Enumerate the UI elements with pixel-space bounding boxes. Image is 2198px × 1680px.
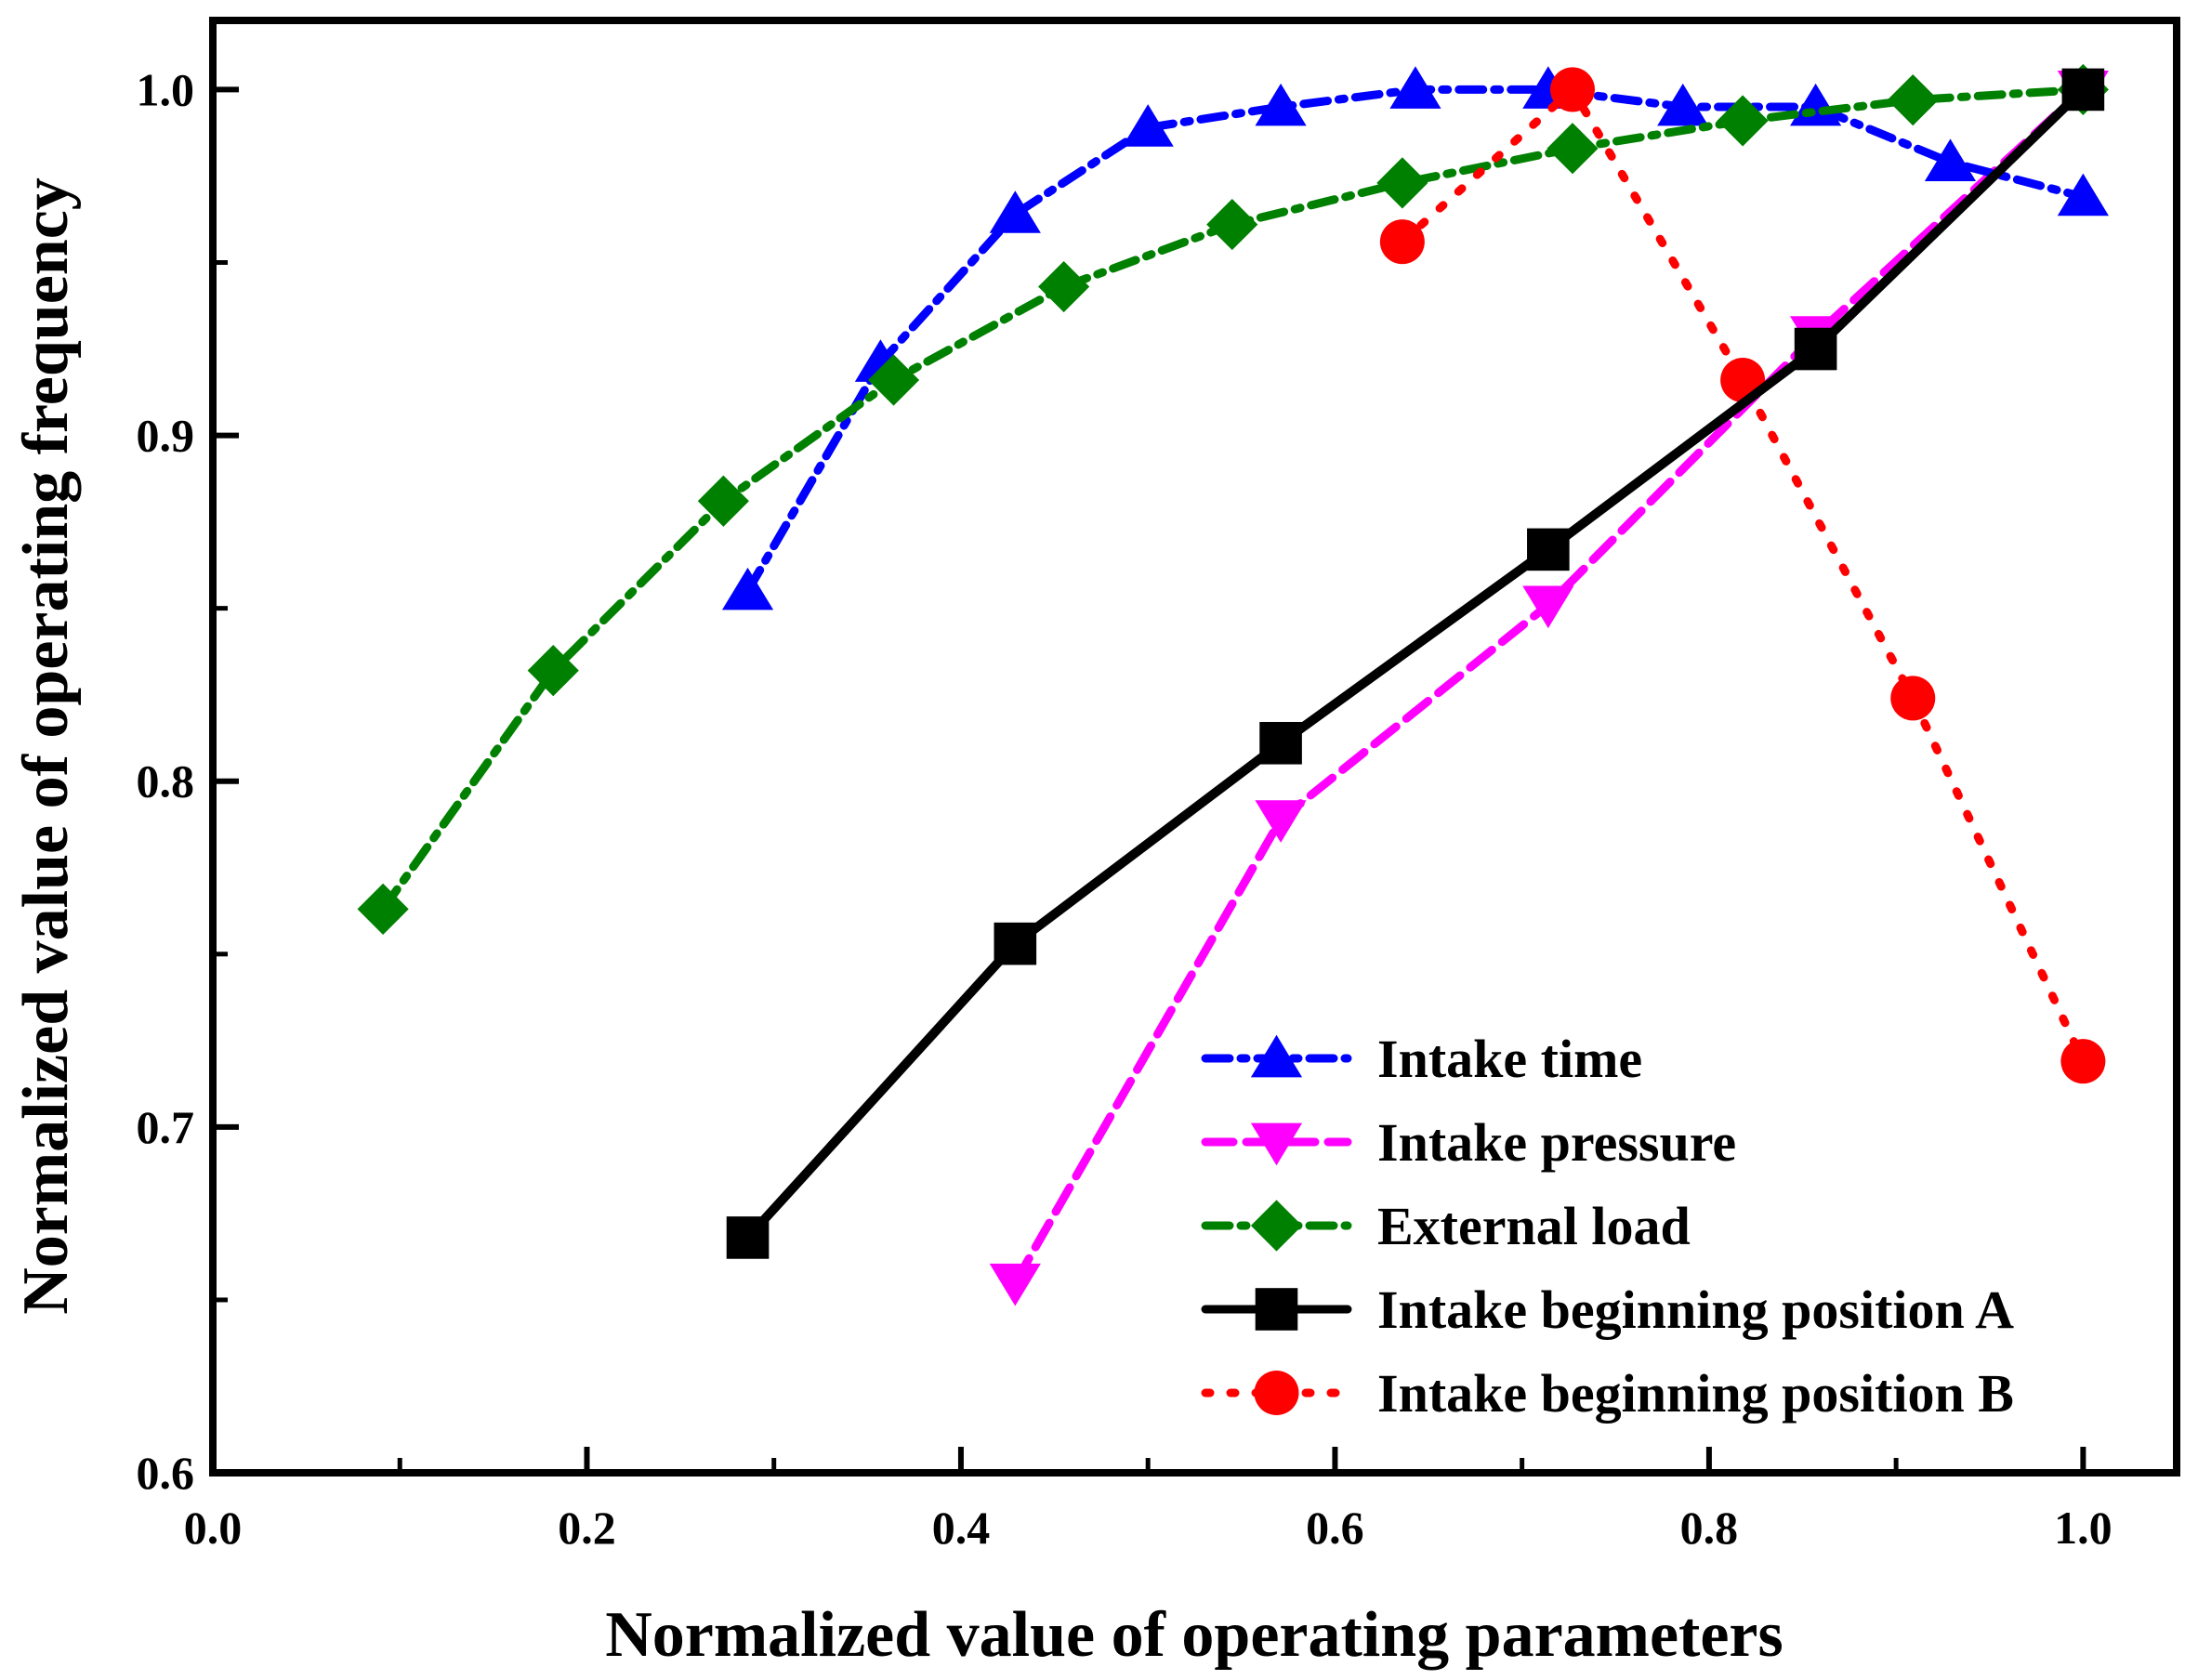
series-intake-time <box>721 66 2109 610</box>
x-tick-label: 0.6 <box>1306 1502 1364 1554</box>
plot-layer <box>357 63 2109 1306</box>
data-point-intake-time <box>1389 66 1441 109</box>
data-point-external-load <box>867 354 920 406</box>
series-external-load <box>357 63 2109 936</box>
data-point-intake-beginning-position-a <box>2061 68 2105 112</box>
data-point-intake-pressure <box>1522 585 1574 629</box>
data-point-intake-time <box>721 567 774 610</box>
legend-label: Intake beginning position B <box>1377 1363 2014 1424</box>
legend-marker <box>1255 1288 1298 1331</box>
legend-marker <box>1250 1122 1303 1166</box>
legend-marker <box>1250 1034 1303 1078</box>
legend-marker <box>1250 1200 1303 1252</box>
x-tick-label: 0.0 <box>184 1502 243 1554</box>
series-line-intake-beginning-position-a <box>743 85 2088 1242</box>
legend-label: Intake time <box>1377 1029 1642 1089</box>
legend-label: Intake beginning position A <box>1377 1280 2014 1340</box>
data-point-external-load <box>1376 157 1428 209</box>
data-point-external-load <box>1038 260 1090 313</box>
series-intake-beginning-position-b <box>1379 67 2106 1084</box>
x-tick-label: 0.8 <box>1680 1502 1739 1554</box>
x-tick-label: 1.0 <box>2054 1502 2112 1554</box>
y-tick-label: 0.6 <box>137 1447 195 1499</box>
data-point-intake-time <box>2057 173 2109 217</box>
data-point-intake-beginning-position-a <box>994 922 1037 965</box>
data-point-intake-beginning-position-b <box>2060 1039 2106 1084</box>
x-axis-title: Normalized value of operating parameters <box>605 1599 1783 1671</box>
data-point-intake-beginning-position-a <box>1794 327 1837 371</box>
data-point-intake-beginning-position-b <box>1379 219 1425 265</box>
y-tick-label: 0.9 <box>137 410 195 462</box>
data-point-intake-beginning-position-a <box>1527 528 1570 571</box>
data-point-intake-pressure <box>989 1263 1041 1306</box>
data-point-intake-pressure <box>1255 800 1307 843</box>
y-axis-title: Normalized value of operating frequency <box>10 177 82 1315</box>
x-tick-label: 0.2 <box>558 1502 616 1554</box>
y-tick-label: 1.0 <box>137 63 195 115</box>
data-point-external-load <box>697 475 749 527</box>
data-point-intake-beginning-position-b <box>1890 676 1936 721</box>
y-tick-label: 0.8 <box>137 755 195 807</box>
x-tick-label: 0.4 <box>932 1502 991 1554</box>
data-point-intake-time <box>1924 138 1977 181</box>
data-point-intake-time <box>1122 104 1174 147</box>
legend-label: Intake pressure <box>1377 1112 1736 1173</box>
plot-frame <box>209 17 2180 1477</box>
legend-item-intake-time: Intake time <box>1201 1029 1642 1089</box>
data-point-intake-beginning-position-b <box>1550 67 1596 112</box>
data-point-intake-beginning-position-a <box>1259 721 1302 765</box>
legend-marker <box>1254 1371 1299 1415</box>
data-point-intake-beginning-position-a <box>726 1216 770 1259</box>
legend-item-intake-beginning-position-a: Intake beginning position A <box>1201 1280 2014 1340</box>
data-point-external-load <box>527 645 579 697</box>
series-line-intake-time <box>744 85 2087 596</box>
data-point-intake-time <box>1657 83 1709 126</box>
data-point-external-load <box>1546 123 1599 175</box>
series-line-intake-beginning-position-b <box>1398 85 2087 1066</box>
y-tick-label: 0.7 <box>137 1101 195 1153</box>
data-point-external-load <box>357 883 409 936</box>
legend-item-intake-pressure: Intake pressure <box>1201 1112 1736 1173</box>
data-point-external-load <box>1887 73 1939 126</box>
data-point-intake-time <box>1255 83 1307 126</box>
legend-item-external-load: External load <box>1201 1196 1691 1256</box>
data-point-intake-time <box>989 190 1041 233</box>
ticks-layer: 0.0 0.2 0.4 0.6 0.8 1.0 0.6 0.7 0.8 0.9 1.0 <box>137 63 2112 1554</box>
data-point-external-load <box>1717 95 1769 147</box>
legend: Intake time Intake pressure External load I… <box>1201 1029 2014 1424</box>
data-point-external-load <box>1206 198 1258 251</box>
legend-label: External load <box>1377 1196 1691 1256</box>
legend-item-intake-beginning-position-b: Intake beginning position B <box>1201 1363 2014 1424</box>
series-intake-beginning-position-a <box>726 68 2105 1259</box>
